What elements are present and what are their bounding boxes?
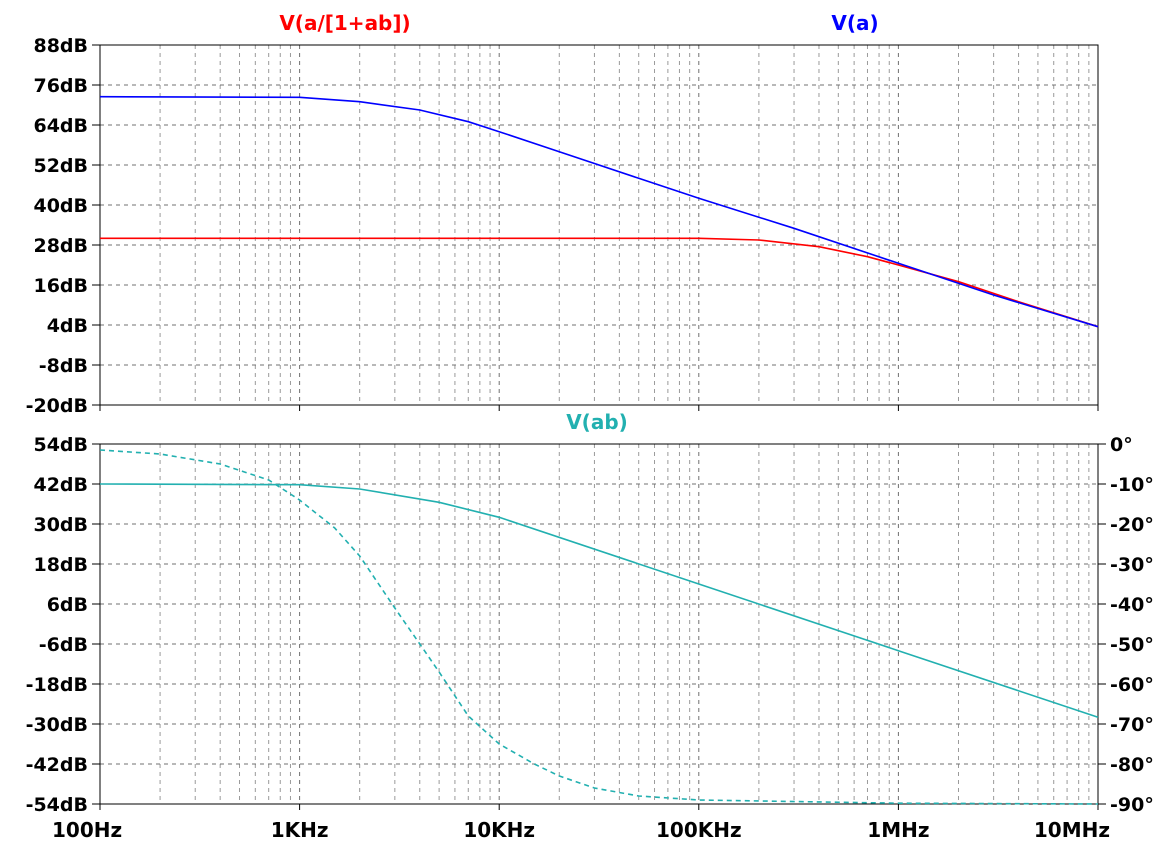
- x-tick-label: 10KHz: [463, 818, 535, 842]
- panel-1-y-tick-label: 64dB: [33, 115, 88, 137]
- panel-2-y2-tick-label: -20°: [1110, 514, 1154, 536]
- panel-1-y-tick-label: -20dB: [26, 395, 88, 417]
- x-tick-label: 100Hz: [52, 818, 122, 842]
- panel-1-y-tick-label: 52dB: [33, 155, 88, 177]
- panel-2-y2-tick-label: -30°: [1110, 554, 1154, 576]
- x-tick-label: 1KHz: [271, 818, 329, 842]
- panel-2-y-tick-label: -6dB: [39, 634, 88, 656]
- panel-2-y-tick-label: -18dB: [26, 674, 88, 696]
- panel-1-series-1-magnitude: [100, 237, 1099, 328]
- panel-2-y2-tick-label: -80°: [1110, 754, 1154, 776]
- panel-2-y-tick-label: -54dB: [26, 794, 88, 816]
- panel-2-y-tick-label: 54dB: [33, 434, 88, 456]
- panel-2-y2-tick-label: -40°: [1110, 594, 1154, 616]
- panel-2-y-tick-label: -30dB: [26, 714, 88, 736]
- panel-2-y-tick-label: 6dB: [47, 594, 88, 616]
- panel-1-y-tick-label: 4dB: [47, 315, 88, 337]
- panel-1-y-tick-label: 40dB: [33, 195, 88, 217]
- panel-2-y2-tick-label: -10°: [1110, 474, 1154, 496]
- panel-1-y-tick-label: -8dB: [39, 355, 88, 377]
- trace-label-closed-loop: V(a/[1+ab]): [279, 11, 410, 35]
- panel-1-y-tick-label: 28dB: [33, 235, 88, 257]
- panel-2-y-tick-label: 30dB: [33, 514, 88, 536]
- panel-1-y-tick-label: 88dB: [33, 35, 88, 57]
- panel-1-y-tick-label: 16dB: [33, 275, 88, 297]
- panel-2-y2-tick-label: -60°: [1110, 674, 1154, 696]
- panel-1-frame: [99, 44, 1099, 406]
- panel-2-series-2-phase: [99, 449, 1099, 805]
- panel-2-frame: [99, 443, 1099, 805]
- panel-2-y2-tick-label: 0°: [1110, 434, 1133, 456]
- x-tick-label: 100KHz: [656, 818, 742, 842]
- panel-2-y2-tick-label: -70°: [1110, 714, 1154, 736]
- trace-label-open-loop: V(a): [831, 11, 878, 35]
- panel-1-series-2-magnitude: [99, 95, 1099, 328]
- panel-2-y2-tick-label: -50°: [1110, 634, 1154, 656]
- x-tick-label: 10MHz: [1034, 818, 1110, 842]
- panel-2-series-1-magnitude: [99, 483, 1099, 719]
- panel-2-y2-tick-label: -90°: [1110, 794, 1154, 816]
- panel-1-y-tick-label: 76dB: [33, 75, 88, 97]
- panel-2-y-tick-label: -42dB: [26, 754, 88, 776]
- x-tick-label: 1MHz: [867, 818, 929, 842]
- panel-2-y-tick-label: 18dB: [33, 554, 88, 576]
- trace-label-loop-gain: V(ab): [566, 410, 628, 434]
- panel-2-y-tick-label: 42dB: [33, 474, 88, 496]
